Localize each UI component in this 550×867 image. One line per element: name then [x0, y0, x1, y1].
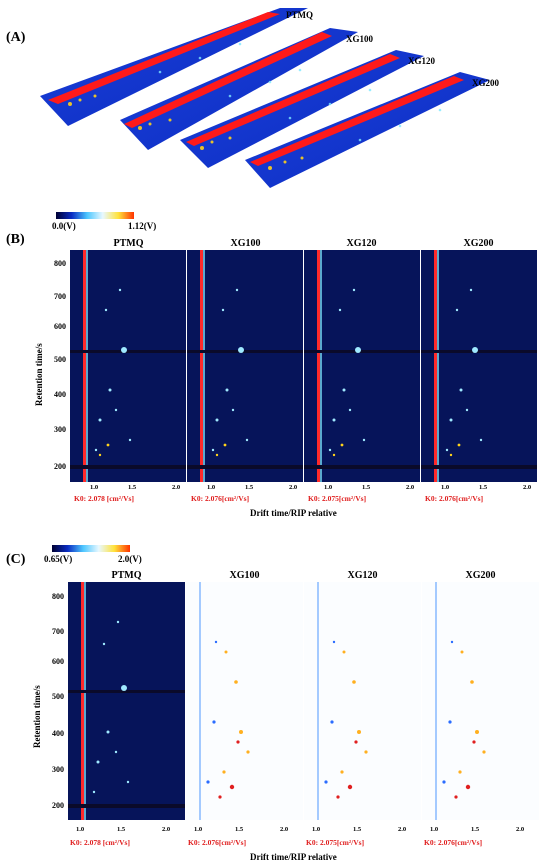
xtick-c-3-3: 2.0: [516, 826, 525, 833]
ylabel-c: Retention time/s: [32, 685, 42, 748]
ytick-b-400: 400: [54, 390, 66, 399]
ytick-c-200: 200: [52, 801, 64, 810]
colorbar-b-min: 0.0(V): [52, 221, 76, 231]
strip-c-2: [304, 582, 421, 820]
ytick-c-600: 600: [52, 657, 64, 666]
xtick-b-2-2: 1.5: [362, 484, 371, 491]
k0-c-xg200: K0: 2.076[cm²/Vs]: [424, 838, 483, 847]
xtick-b-0-1: 1.0: [90, 484, 99, 491]
xtick-b-2-1: 1.0: [324, 484, 333, 491]
xlabel-c: Drift time/RIP relative: [250, 852, 337, 862]
xtick-c-3-1: 1.0: [430, 826, 439, 833]
xtick-c-0-2: 1.5: [117, 826, 126, 833]
xtick-b-3-2: 1.5: [479, 484, 488, 491]
k0-b-xg100: K0: 2.076[cm²/Vs]: [191, 494, 250, 503]
xtick-c-2-3: 2.0: [398, 826, 407, 833]
colorbar-c-min: 0.65(V): [44, 554, 73, 564]
ytick-b-500: 500: [54, 355, 66, 364]
xtick-b-3-3: 2.0: [523, 484, 532, 491]
plane-xg120: [180, 50, 424, 168]
strip-c-0: [68, 582, 185, 820]
strip-b-0: [70, 250, 186, 482]
strip-title-b-xg100: XG100: [230, 238, 261, 249]
panel-c-label: (C): [6, 552, 26, 567]
xtick-b-1-1: 1.0: [207, 484, 216, 491]
xtick-b-1-2: 1.5: [245, 484, 254, 491]
xtick-c-0-1: 1.0: [76, 826, 85, 833]
plane-label-xg120: XG120: [408, 56, 436, 66]
plane-xg200: [245, 72, 490, 188]
strip-c-1: [186, 582, 303, 820]
k0-b-xg200: K0: 2.076[cm²/Vs]: [425, 494, 484, 503]
xtick-b-1-3: 2.0: [289, 484, 298, 491]
k0-c-xg100: K0: 2.076[cm²/Vs]: [188, 838, 247, 847]
panel-c-spectra: [68, 582, 539, 820]
ylabel-b: Retention time/s: [34, 343, 44, 406]
ytick-b-700: 700: [54, 292, 66, 301]
strip-c-3: [422, 582, 539, 820]
xlabel-b: Drift time/RIP relative: [250, 508, 337, 518]
ytick-b-800: 800: [54, 259, 66, 268]
colorbar-b-max: 1.12(V): [128, 221, 157, 231]
xtick-c-1-2: 1.5: [235, 826, 244, 833]
panel-a-label: (A): [6, 30, 26, 45]
xtick-c-1-3: 2.0: [280, 826, 289, 833]
plane-label-xg200: XG200: [472, 78, 500, 88]
ytick-c-400: 400: [52, 729, 64, 738]
xtick-c-3-2: 1.5: [471, 826, 480, 833]
xtick-c-2-2: 1.5: [353, 826, 362, 833]
xtick-c-2-1: 1.0: [312, 826, 321, 833]
ytick-b-200: 200: [54, 462, 66, 471]
panel-b-label: (B): [6, 232, 25, 247]
panel-a-3d-spectra: PTMQ XG100 XG120 XG200: [40, 8, 500, 188]
strip-title-c-xg100: XG100: [229, 570, 260, 581]
colorbar-c-max: 2.0(V): [118, 554, 142, 564]
ytick-c-500: 500: [52, 692, 64, 701]
xtick-b-0-3: 2.0: [172, 484, 181, 491]
k0-c-ptmq: K0: 2.078 [cm²/Vs]: [70, 838, 130, 847]
strip-b-3: [421, 250, 537, 482]
k0-b-ptmq: K0: 2.078 [cm²/Vs]: [74, 494, 134, 503]
strip-b-1: [187, 250, 303, 482]
plane-label-ptmq: PTMQ: [286, 10, 313, 20]
ytick-c-700: 700: [52, 627, 64, 636]
plane-xg100: [120, 28, 358, 150]
ytick-c-300: 300: [52, 765, 64, 774]
ytick-c-800: 800: [52, 592, 64, 601]
plane-label-xg100: XG100: [346, 34, 374, 44]
strip-title-b-xg120: XG120: [346, 238, 377, 249]
xtick-b-2-3: 2.0: [406, 484, 415, 491]
xtick-c-0-3: 2.0: [162, 826, 171, 833]
ytick-b-600: 600: [54, 322, 66, 331]
strip-title-c-ptmq: PTMQ: [111, 570, 142, 581]
colorbar-b: [56, 212, 134, 219]
k0-b-xg120: K0: 2.075[cm²/Vs]: [308, 494, 367, 503]
strip-title-b-ptmq: PTMQ: [113, 238, 144, 249]
strip-b-2: [304, 250, 420, 482]
strip-title-c-xg120: XG120: [347, 570, 378, 581]
xtick-b-3-1: 1.0: [441, 484, 450, 491]
strip-title-b-xg200: XG200: [463, 238, 494, 249]
strip-title-c-xg200: XG200: [465, 570, 496, 581]
k0-c-xg120: K0: 2.075[cm²/Vs]: [306, 838, 365, 847]
xtick-c-1-1: 1.0: [194, 826, 203, 833]
xtick-b-0-2: 1.5: [128, 484, 137, 491]
colorbar-c: [52, 545, 130, 552]
panel-b-spectra: [70, 250, 537, 482]
ytick-b-300: 300: [54, 425, 66, 434]
plane-ptmq: [40, 8, 308, 126]
